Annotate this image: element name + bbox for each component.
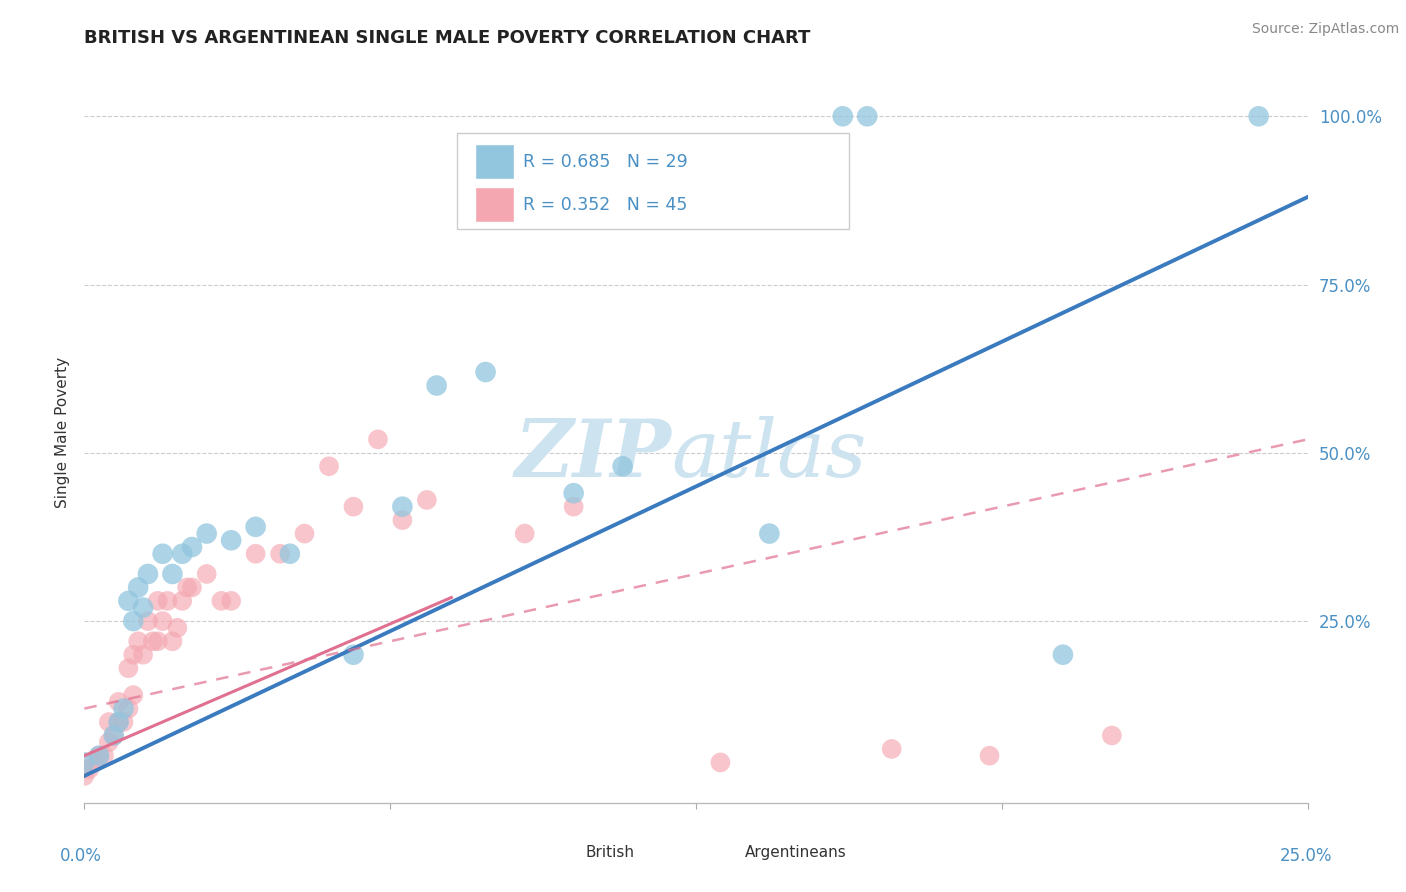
- Text: 0.0%: 0.0%: [60, 847, 101, 865]
- Point: [152, 547, 174, 561]
- Point: [513, 526, 536, 541]
- Point: [146, 634, 169, 648]
- Point: [107, 714, 129, 729]
- Point: [122, 648, 145, 662]
- Point: [103, 729, 125, 743]
- Point: [172, 594, 194, 608]
- Text: ZIP: ZIP: [515, 416, 672, 493]
- Point: [176, 581, 198, 595]
- Text: atlas: atlas: [672, 416, 868, 493]
- Y-axis label: Single Male Poverty: Single Male Poverty: [55, 357, 70, 508]
- Point: [93, 748, 115, 763]
- Text: Source: ZipAtlas.com: Source: ZipAtlas.com: [1251, 22, 1399, 37]
- Point: [136, 614, 159, 628]
- Point: [117, 594, 139, 608]
- Point: [166, 621, 188, 635]
- Point: [612, 459, 634, 474]
- Point: [181, 540, 204, 554]
- Point: [219, 594, 242, 608]
- Point: [122, 614, 145, 628]
- Point: [132, 600, 155, 615]
- Point: [294, 526, 316, 541]
- Point: [77, 762, 100, 776]
- Point: [269, 547, 291, 561]
- FancyBboxPatch shape: [457, 133, 849, 229]
- Point: [87, 748, 110, 763]
- Point: [156, 594, 179, 608]
- Point: [831, 109, 853, 123]
- Point: [122, 688, 145, 702]
- Point: [172, 547, 194, 561]
- Point: [97, 735, 120, 749]
- FancyBboxPatch shape: [709, 838, 738, 866]
- Point: [245, 547, 267, 561]
- Point: [127, 634, 149, 648]
- Point: [318, 459, 340, 474]
- Point: [181, 581, 204, 595]
- Point: [367, 433, 389, 447]
- Point: [152, 614, 174, 628]
- Point: [117, 701, 139, 715]
- Point: [136, 566, 159, 581]
- Text: BRITISH VS ARGENTINEAN SINGLE MALE POVERTY CORRELATION CHART: BRITISH VS ARGENTINEAN SINGLE MALE POVER…: [84, 29, 811, 47]
- Point: [391, 500, 413, 514]
- FancyBboxPatch shape: [475, 186, 513, 222]
- Point: [117, 661, 139, 675]
- Point: [127, 581, 149, 595]
- Text: Argentineans: Argentineans: [745, 845, 846, 860]
- Point: [97, 714, 120, 729]
- Point: [132, 648, 155, 662]
- Point: [1247, 109, 1270, 123]
- Point: [758, 526, 780, 541]
- Point: [87, 748, 110, 763]
- Point: [112, 714, 135, 729]
- Point: [979, 748, 1001, 763]
- Point: [278, 547, 301, 561]
- Point: [391, 513, 413, 527]
- Point: [426, 378, 449, 392]
- Point: [880, 742, 903, 756]
- Point: [73, 769, 96, 783]
- Point: [146, 594, 169, 608]
- Point: [73, 756, 96, 770]
- Point: [474, 365, 496, 379]
- Text: British: British: [586, 845, 636, 860]
- Point: [142, 634, 165, 648]
- Point: [83, 756, 105, 770]
- Point: [107, 714, 129, 729]
- Point: [219, 533, 242, 548]
- Point: [195, 526, 218, 541]
- Point: [195, 566, 218, 581]
- Point: [245, 520, 267, 534]
- Point: [112, 701, 135, 715]
- Point: [562, 500, 585, 514]
- Point: [1052, 648, 1074, 662]
- Point: [342, 500, 364, 514]
- Text: R = 0.352   N = 45: R = 0.352 N = 45: [523, 195, 688, 213]
- Point: [162, 634, 184, 648]
- FancyBboxPatch shape: [475, 144, 513, 179]
- Point: [856, 109, 879, 123]
- Point: [709, 756, 731, 770]
- Text: R = 0.685   N = 29: R = 0.685 N = 29: [523, 153, 689, 170]
- Point: [342, 648, 364, 662]
- Text: 25.0%: 25.0%: [1279, 847, 1331, 865]
- Point: [162, 566, 184, 581]
- Point: [107, 695, 129, 709]
- Point: [1101, 729, 1123, 743]
- Point: [103, 729, 125, 743]
- FancyBboxPatch shape: [550, 838, 579, 866]
- Point: [416, 492, 439, 507]
- Point: [209, 594, 232, 608]
- Point: [562, 486, 585, 500]
